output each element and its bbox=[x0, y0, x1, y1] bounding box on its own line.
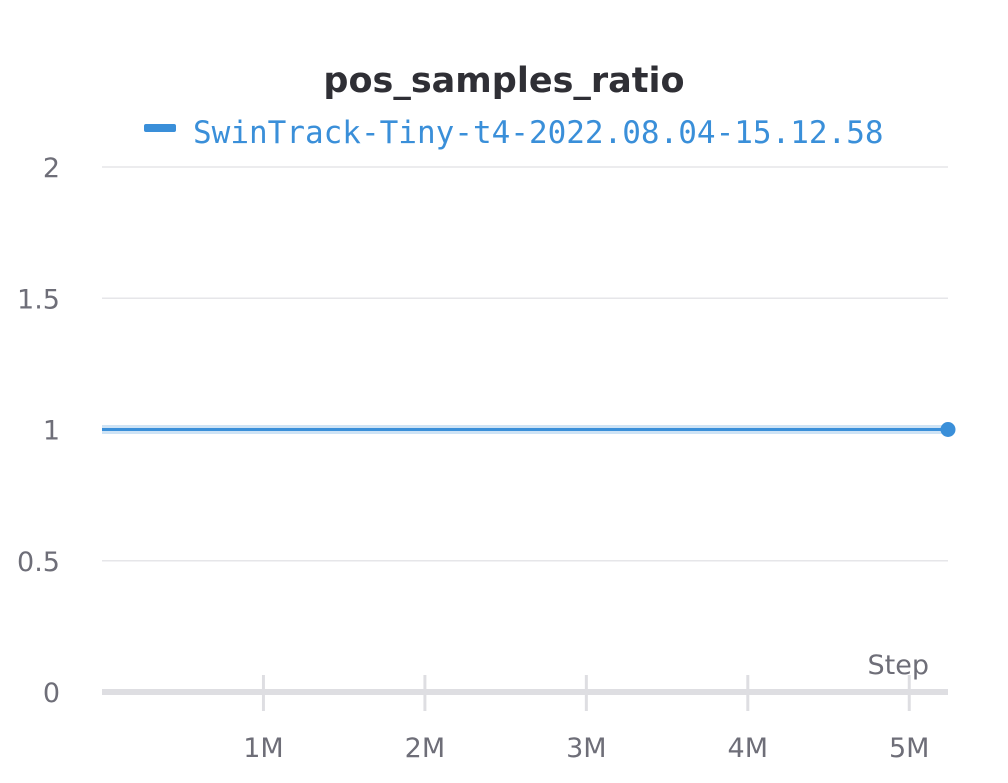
legend-swatch bbox=[144, 124, 176, 132]
x-axis bbox=[102, 675, 948, 711]
y-tick-label: 0.5 bbox=[17, 547, 60, 578]
y-tick-label: 2 bbox=[43, 153, 60, 184]
x-axis-title: Step bbox=[868, 650, 929, 681]
y-tick-label: 1.5 bbox=[17, 284, 60, 315]
y-tick-label: 1 bbox=[43, 416, 60, 447]
x-tick-label: 3M bbox=[566, 733, 606, 764]
legend[interactable]: SwinTrack-Tiny-t4-2022.08.04-15.12.58 bbox=[144, 115, 884, 151]
grid-lines bbox=[102, 166, 948, 562]
x-tick-label: 2M bbox=[405, 733, 445, 764]
x-tick-label: 5M bbox=[889, 733, 929, 764]
y-tick-label: 0 bbox=[43, 678, 60, 709]
series-end-point[interactable] bbox=[940, 422, 956, 437]
x-tick-label: 1M bbox=[243, 733, 283, 764]
legend-label-series-1: SwinTrack-Tiny-t4-2022.08.04-15.12.58 bbox=[193, 115, 884, 151]
y-axis: 0 0.5 1 1.5 2 bbox=[17, 153, 60, 709]
series-layer[interactable] bbox=[102, 422, 956, 437]
x-tick-labels: 1M 2M 3M 4M 5M bbox=[243, 733, 929, 764]
chart-title: pos_samples_ratio bbox=[323, 61, 684, 101]
x-tick-label: 4M bbox=[728, 733, 768, 764]
